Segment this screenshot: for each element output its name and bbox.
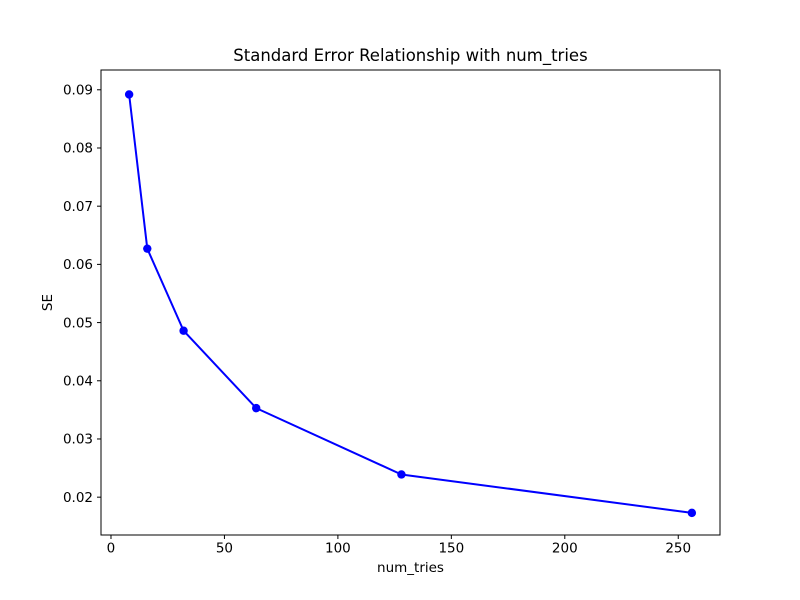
- y-tick-label: 0.05: [63, 315, 93, 331]
- y-tick-label: 0.06: [63, 257, 93, 273]
- x-tick-label: 250: [665, 541, 691, 557]
- x-tick-label: 150: [438, 541, 464, 557]
- data-line: [128, 94, 692, 514]
- chart-title: Standard Error Relationship with num_tri…: [233, 46, 587, 66]
- y-tick-label: 0.03: [63, 432, 93, 448]
- data-point: [397, 470, 406, 479]
- x-tick-label: 0: [107, 541, 116, 557]
- x-tick-label: 50: [216, 541, 233, 557]
- x-axis-label: num_tries: [377, 560, 444, 576]
- data-point: [124, 90, 134, 99]
- data-point: [143, 244, 152, 253]
- y-tick-label: 0.09: [63, 82, 93, 98]
- y-tick-label: 0.08: [63, 141, 93, 157]
- data-point: [687, 508, 697, 518]
- y-tick-label: 0.02: [63, 490, 93, 506]
- x-tick-label: 200: [552, 541, 578, 557]
- y-axis-label: SE: [40, 294, 56, 311]
- plot-border: [100, 69, 721, 536]
- y-tick-label: 0.07: [63, 199, 93, 215]
- data-point: [252, 403, 261, 413]
- data-point: [179, 326, 188, 335]
- y-tick-label: 0.04: [63, 373, 93, 389]
- x-tick-label: 100: [325, 541, 351, 557]
- plot-area: 0 50 100 150 200 250 0.02 0.03 0.04 0.05 0.06 0.07 0…: [63, 69, 721, 557]
